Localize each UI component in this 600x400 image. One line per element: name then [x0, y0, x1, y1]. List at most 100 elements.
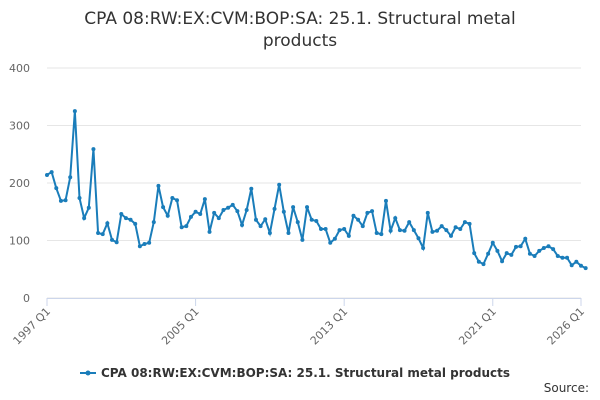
data-point	[305, 205, 310, 210]
data-point	[425, 210, 430, 215]
data-point	[411, 228, 416, 233]
data-point	[207, 229, 212, 234]
data-point	[277, 182, 282, 187]
data-point	[86, 205, 91, 210]
data-point	[72, 109, 77, 114]
data-point	[462, 220, 467, 225]
data-point	[291, 205, 296, 210]
data-point	[495, 248, 500, 253]
data-point	[114, 240, 119, 245]
data-point	[332, 236, 337, 241]
data-point	[235, 209, 240, 214]
y-tick-label: 0	[23, 292, 30, 305]
data-point	[481, 262, 486, 267]
x-tick-label: 1997 Q1	[11, 305, 54, 348]
data-point	[161, 205, 166, 210]
data-point	[397, 228, 402, 233]
data-point	[569, 263, 574, 268]
data-point	[527, 251, 532, 256]
data-point	[123, 216, 128, 221]
data-point	[435, 228, 440, 233]
data-point	[193, 209, 198, 214]
data-point	[565, 255, 570, 260]
data-line	[46, 111, 587, 269]
data-point	[342, 227, 347, 231]
data-point	[188, 214, 193, 219]
data-point	[430, 229, 435, 234]
x-tick-label: 2013 Q1	[308, 305, 351, 348]
data-point	[337, 228, 342, 233]
data-point	[170, 195, 175, 200]
data-point	[551, 247, 556, 252]
data-point	[546, 244, 551, 249]
data-point	[91, 147, 96, 152]
data-point	[444, 228, 449, 233]
data-point	[555, 254, 560, 259]
data-point	[216, 216, 221, 221]
data-point	[583, 266, 588, 271]
data-point	[105, 221, 110, 226]
data-point	[509, 252, 514, 257]
data-point	[198, 212, 203, 217]
data-point	[82, 216, 87, 221]
data-point	[263, 217, 268, 222]
data-point	[365, 210, 370, 215]
data-point	[226, 205, 231, 210]
data-point	[137, 244, 142, 249]
data-point	[100, 232, 105, 237]
data-point	[175, 198, 180, 203]
data-point	[439, 224, 444, 229]
y-tick-label: 300	[9, 120, 30, 133]
data-point	[230, 202, 235, 207]
data-point	[49, 170, 54, 175]
data-point	[133, 221, 138, 226]
data-point	[407, 220, 412, 225]
data-point	[318, 227, 323, 231]
data-point	[119, 212, 124, 217]
data-point	[513, 244, 518, 249]
data-point	[421, 245, 426, 250]
data-point	[314, 218, 319, 223]
data-point	[467, 221, 472, 226]
legend-marker	[85, 370, 91, 376]
data-point	[500, 259, 505, 264]
data-point	[346, 233, 351, 238]
data-point	[267, 231, 272, 236]
data-point	[77, 195, 82, 200]
x-tick-label: 2026 Q1	[545, 305, 588, 348]
data-point	[518, 244, 523, 249]
data-point	[504, 251, 509, 256]
x-tick-label: 2005 Q1	[159, 305, 202, 348]
data-point	[45, 172, 49, 177]
data-point	[579, 263, 583, 268]
data-point	[147, 240, 152, 245]
data-point	[490, 240, 495, 245]
legend-label: CPA 08:RW:EX:CVM:BOP:SA: 25.1. Structura…	[101, 366, 510, 380]
data-point	[286, 231, 291, 236]
data-point	[110, 237, 115, 242]
data-point	[383, 198, 388, 203]
data-point	[574, 259, 579, 264]
data-point	[537, 248, 542, 253]
y-tick-label: 400	[9, 62, 30, 75]
data-point	[486, 251, 491, 256]
data-point	[453, 225, 458, 230]
data-point	[351, 213, 356, 218]
y-tick-label: 200	[9, 177, 30, 190]
data-point	[202, 197, 207, 202]
data-point	[128, 217, 133, 222]
data-point	[476, 259, 481, 264]
data-point	[272, 206, 277, 211]
data-point	[151, 220, 156, 225]
data-point	[54, 186, 59, 191]
data-point	[184, 224, 189, 229]
data-point	[448, 233, 453, 238]
data-point	[58, 198, 63, 203]
data-point	[300, 237, 305, 242]
data-point	[165, 213, 170, 218]
data-point	[295, 220, 300, 225]
data-point	[249, 186, 254, 191]
data-point	[328, 240, 333, 245]
